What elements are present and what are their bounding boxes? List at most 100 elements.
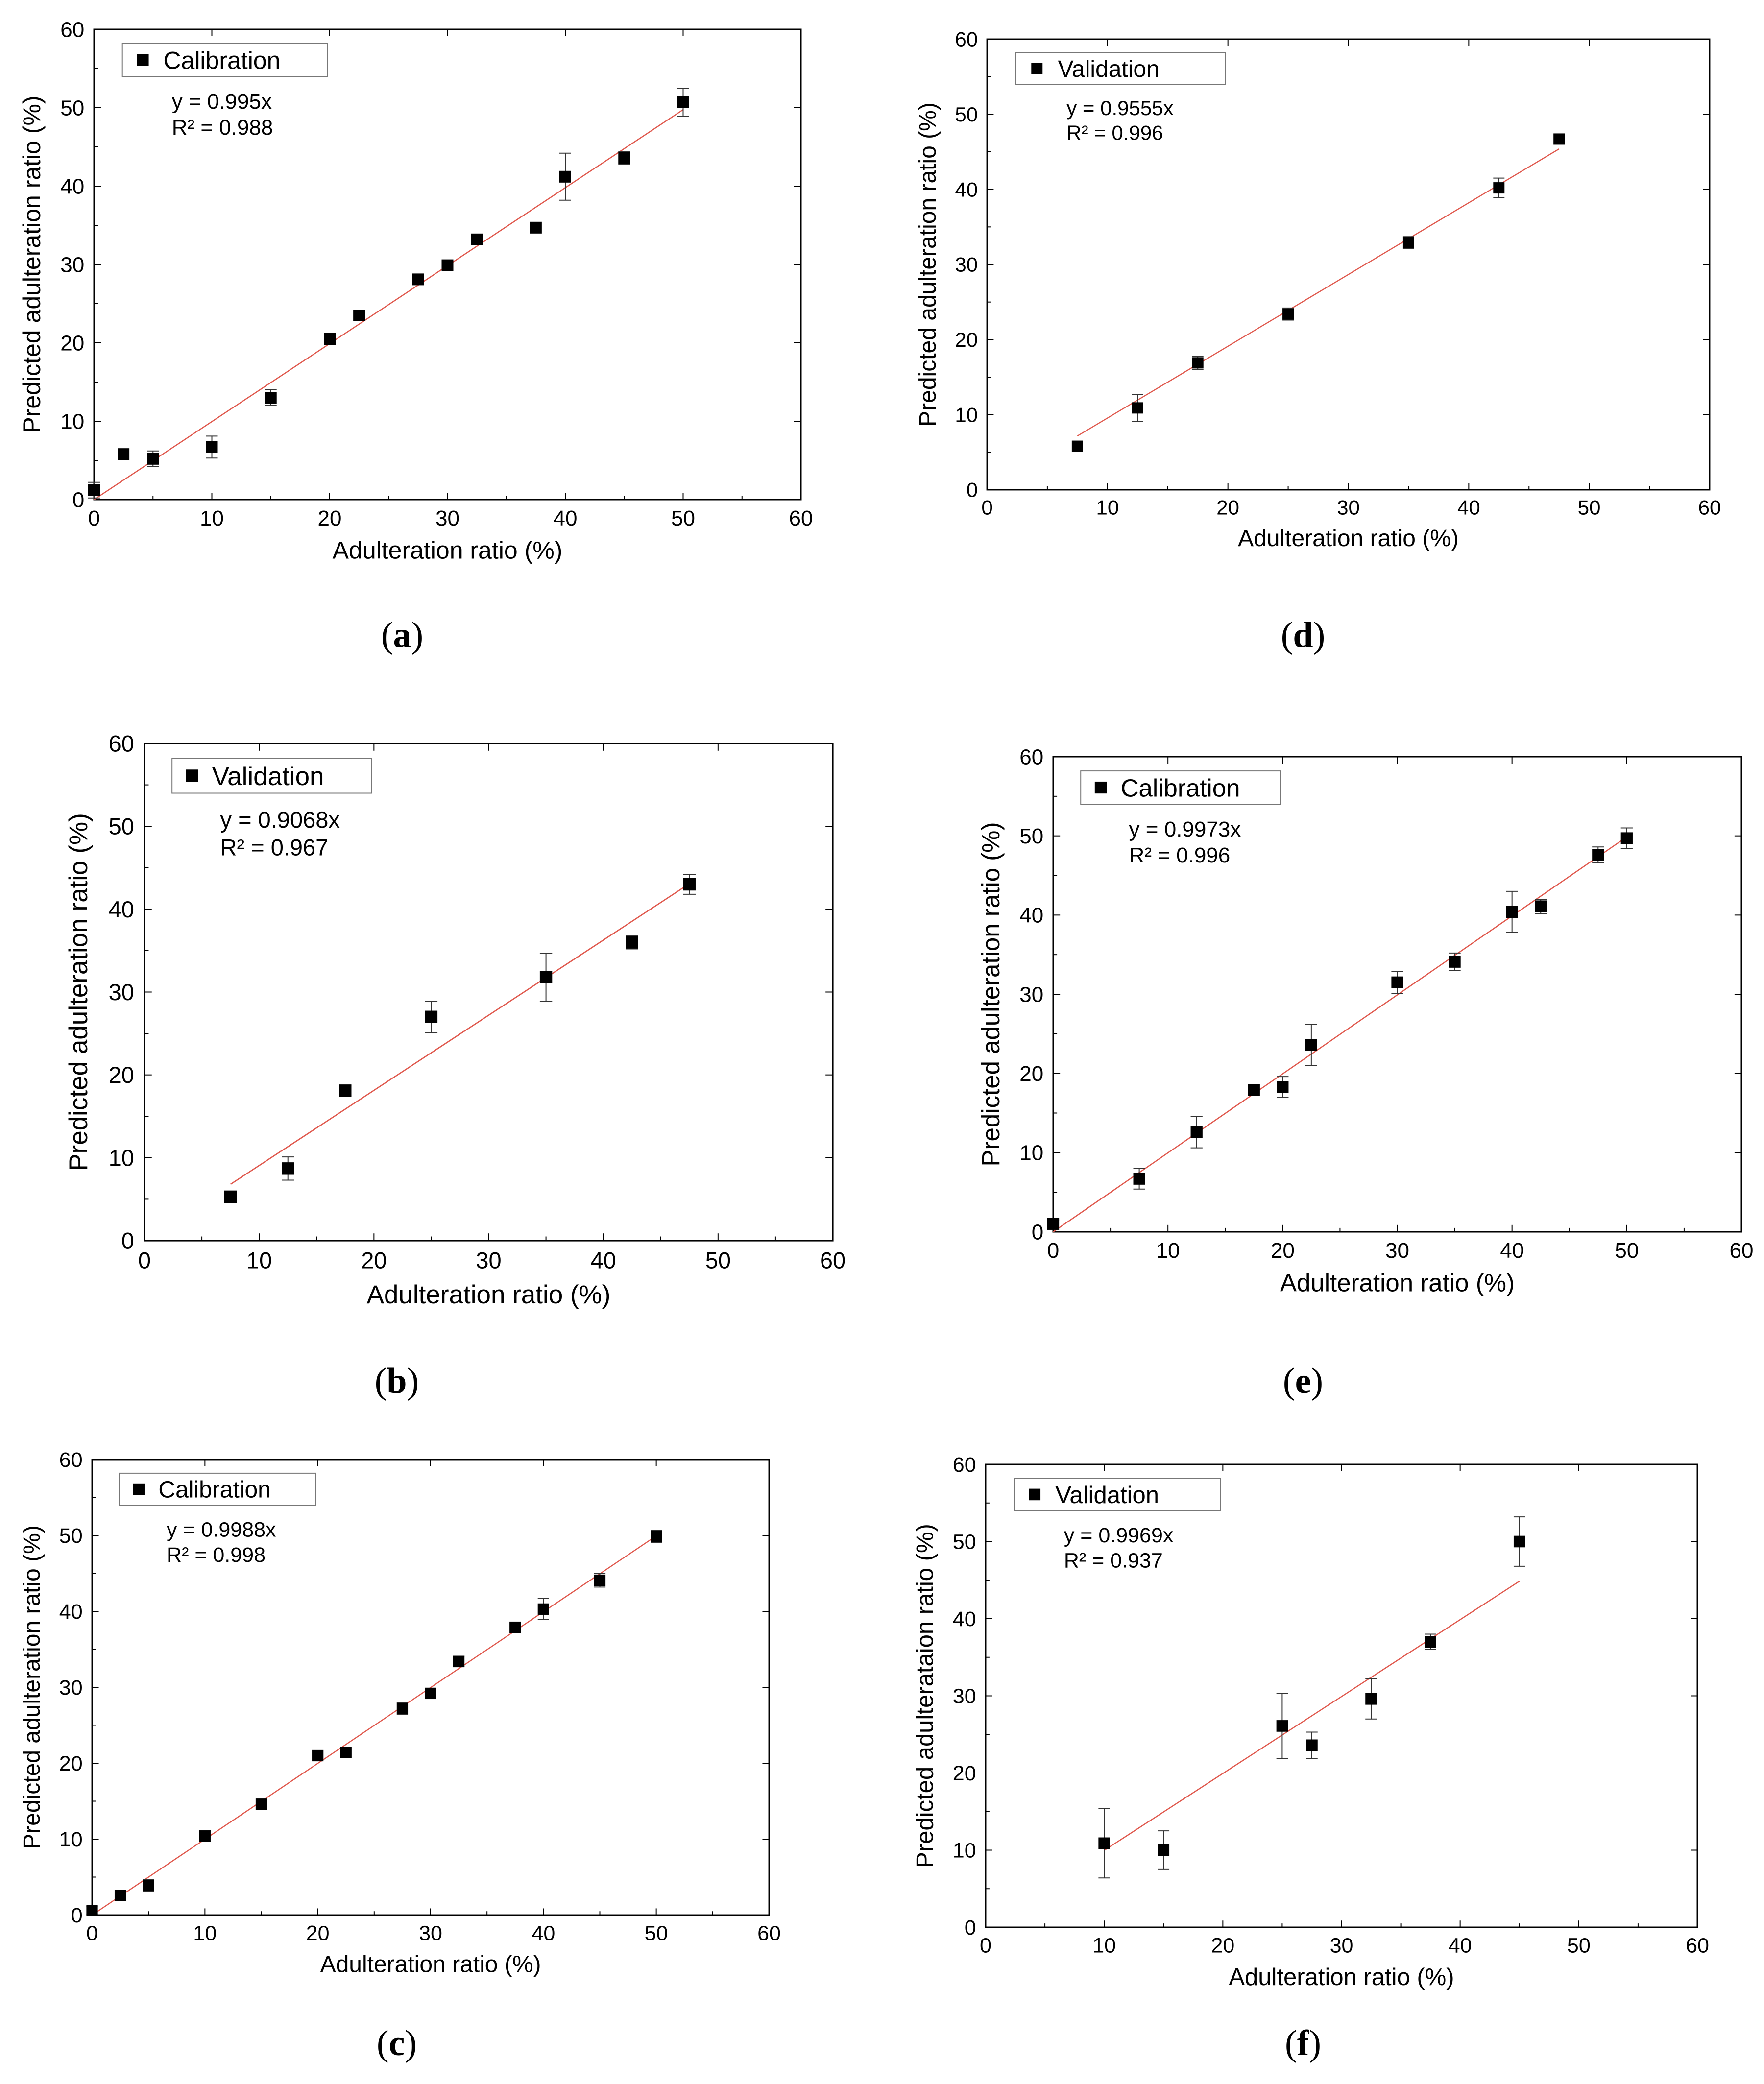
x-axis-label: Adulteration ratio (%) — [1280, 1269, 1515, 1297]
data-point — [86, 1905, 98, 1916]
data-point — [1553, 133, 1565, 145]
x-tick-label: 60 — [1686, 1934, 1709, 1958]
data-point — [1277, 1081, 1289, 1093]
y-tick-label: 0 — [967, 479, 978, 502]
y-axis-label: Predicted adulteration ratio (%) — [915, 102, 941, 427]
data-point — [1282, 308, 1294, 320]
data-point — [539, 971, 553, 983]
data-point — [677, 96, 689, 108]
y-tick-label: 30 — [59, 1676, 83, 1700]
x-tick-label: 60 — [757, 1922, 781, 1945]
x-tick-label: 60 — [1730, 1239, 1754, 1263]
x-tick-label: 50 — [1578, 496, 1601, 519]
y-tick-label: 0 — [71, 1904, 83, 1927]
data-point — [199, 1830, 211, 1842]
data-point — [594, 1574, 606, 1586]
legend-label: Validation — [212, 762, 324, 791]
x-tick-label: 40 — [591, 1247, 616, 1273]
legend-marker — [133, 1483, 145, 1495]
r2-text: R² = 0.998 — [167, 1543, 266, 1567]
data-point — [1449, 956, 1461, 968]
data-point — [339, 1084, 352, 1097]
fit-line — [230, 883, 690, 1185]
y-tick-label: 50 — [955, 103, 978, 126]
y-tick-label: 10 — [59, 1828, 83, 1851]
y-tick-label: 10 — [953, 1839, 976, 1863]
data-point — [471, 233, 483, 245]
x-tick-label: 10 — [246, 1247, 272, 1273]
data-point — [1493, 182, 1505, 194]
y-tick-label: 20 — [59, 1752, 83, 1775]
x-axis-label: Adulteration ratio (%) — [367, 1280, 611, 1309]
data-point — [1047, 1218, 1060, 1230]
chart-c: 0 10 20 30 40 50 60 0 10 20 30 40 50 60 Adulteration r… — [19, 1448, 781, 1977]
y-tick-label: 60 — [59, 1448, 83, 1472]
legend-box — [119, 1472, 316, 1506]
data-point — [618, 152, 630, 164]
data-point — [537, 1603, 549, 1615]
x-axis-label: Adulteration ratio (%) — [320, 1951, 541, 1977]
legend-marker — [1029, 1488, 1041, 1501]
y-tick-label: 50 — [59, 1524, 83, 1548]
x-tick-label: 40 — [1457, 496, 1480, 519]
chart-e: 0 10 20 30 40 50 60 0 10 20 30 40 50 60 Adulteration r… — [977, 745, 1754, 1296]
equation-text: y = 0.9068x — [220, 807, 340, 833]
y-axis-label: Predicted adulteration ratio (%) — [64, 813, 93, 1171]
y-tick-label: 40 — [1019, 904, 1043, 928]
r2-text: R² = 0.996 — [1066, 121, 1163, 144]
y-tick-label: 10 — [109, 1145, 134, 1171]
x-tick-label: 20 — [306, 1922, 330, 1945]
data-point — [1305, 1039, 1317, 1051]
x-tick-label: 30 — [419, 1922, 442, 1945]
data-point — [255, 1798, 267, 1810]
data-point — [1248, 1084, 1260, 1096]
data-point — [312, 1749, 324, 1762]
data-point — [626, 936, 638, 949]
r2-text: R² = 0.967 — [220, 834, 329, 860]
equation-text: y = 0.995x — [172, 90, 272, 114]
x-tick-label: 60 — [789, 506, 813, 530]
data-point — [1192, 357, 1204, 369]
data-point — [118, 448, 130, 460]
y-axis-label: Predicted adulteration ratio (%) — [19, 1525, 45, 1849]
x-tick-label: 10 — [193, 1922, 217, 1945]
x-tick-label: 0 — [86, 1922, 98, 1945]
x-axis-label: Adulteration ratio (%) — [1238, 526, 1459, 551]
fit-line — [94, 109, 684, 501]
legend-box — [171, 758, 372, 794]
chart-b: 0 10 20 30 40 50 60 0 10 20 30 40 50 60 Adulteration r… — [64, 730, 846, 1309]
x-tick-label: 30 — [1337, 496, 1360, 519]
x-tick-label: 40 — [532, 1922, 555, 1945]
y-tick-label: 60 — [955, 28, 978, 51]
legend-label: Calibration — [158, 1477, 270, 1503]
y-tick-label: 20 — [60, 331, 84, 355]
y-tick-label: 30 — [60, 253, 84, 277]
data-point — [1391, 976, 1403, 988]
fit-line — [1053, 836, 1627, 1233]
y-tick-label: 20 — [953, 1762, 976, 1785]
y-tick-label: 40 — [109, 896, 134, 922]
equation-text: y = 0.9555x — [1066, 96, 1173, 120]
fit-line — [1104, 1581, 1520, 1851]
y-tick-label: 30 — [955, 253, 978, 276]
fit-line — [92, 1535, 657, 1916]
y-axis-label: Predicted adulteration ratio (%) — [18, 96, 46, 433]
data-point — [265, 392, 277, 404]
data-point — [206, 441, 218, 453]
data-point — [1620, 832, 1633, 844]
y-tick-label: 30 — [1019, 982, 1043, 1006]
x-tick-label: 30 — [476, 1247, 501, 1273]
x-tick-label: 20 — [1211, 1934, 1234, 1958]
r2-text: R² = 0.988 — [172, 116, 273, 140]
x-tick-label: 0 — [1047, 1239, 1059, 1263]
x-tick-label: 30 — [1385, 1239, 1409, 1263]
data-point — [1158, 1844, 1170, 1856]
data-point — [114, 1890, 126, 1901]
x-tick-label: 20 — [1271, 1239, 1295, 1263]
x-tick-label: 40 — [554, 506, 578, 530]
y-tick-label: 50 — [953, 1531, 976, 1554]
y-tick-label: 10 — [1019, 1141, 1043, 1165]
y-tick-label: 30 — [109, 979, 134, 1005]
data-point — [224, 1190, 237, 1203]
